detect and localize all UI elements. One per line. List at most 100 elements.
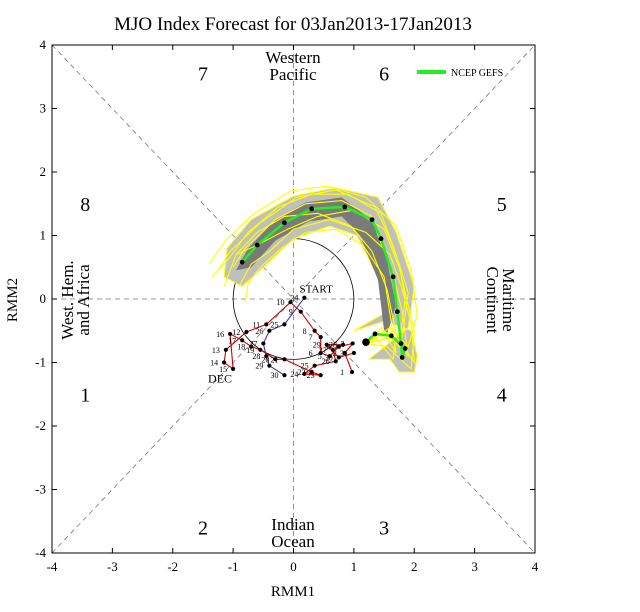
y-axis-label: RMM2 (5, 278, 21, 322)
phase-number: 1 (80, 384, 90, 406)
december-day-label: 20 (261, 355, 269, 364)
region-right-line-2: Continent (483, 266, 502, 333)
december-day-label: 6 (309, 349, 313, 358)
x-tick-label: 2 (411, 559, 418, 574)
region-left: West. Hem. and Africa (58, 260, 93, 339)
december-point (221, 360, 227, 365)
x-tick-label: -1 (228, 559, 239, 574)
november-point (302, 295, 307, 300)
december-day-label: 26 (322, 357, 330, 366)
december-day-label: 19 (246, 346, 254, 355)
december-day-label: 25 (301, 362, 309, 371)
december-point (342, 350, 347, 356)
november-point (282, 322, 287, 327)
december-point (336, 344, 341, 349)
legend-label: NCEP GEFS (451, 68, 503, 79)
december-point (244, 329, 249, 335)
region-top-line-2: Pacific (269, 65, 317, 84)
december-point (298, 309, 303, 314)
december-point (223, 347, 228, 352)
december-point (333, 359, 338, 364)
y-tick-label: 4 (40, 37, 47, 52)
ensemble-mean-point (282, 220, 287, 226)
december-day-label: 4 (327, 343, 331, 352)
december-day-label: 7 (309, 333, 313, 342)
x-tick-label: -4 (47, 559, 58, 574)
december-day-label: 18 (237, 343, 245, 352)
ensemble-mean-point (239, 259, 245, 265)
region-bottom: Indian Ocean (271, 515, 315, 551)
december-point (231, 366, 236, 371)
region-top: Western Pacific (265, 48, 321, 84)
phase-number: 3 (379, 518, 389, 540)
november-day-label: 29 (255, 362, 263, 371)
december-point (273, 357, 278, 362)
phase-number: 5 (497, 194, 507, 216)
ensemble-mean-point (362, 338, 370, 346)
november-point (267, 328, 272, 333)
december-point (309, 369, 314, 375)
december-point (282, 357, 287, 362)
december-day-label: 16 (216, 330, 224, 339)
november-day-label: 28 (252, 352, 260, 361)
november-point (261, 341, 266, 346)
december-day-label: 23 (307, 371, 315, 380)
ensemble-mean-point (394, 309, 400, 315)
december-point (302, 371, 307, 377)
x-axis-label: RMM1 (271, 584, 315, 600)
y-tick-label: -2 (35, 418, 46, 433)
november-day-label: 27 (249, 339, 257, 348)
region-top-line-1: Western (265, 48, 321, 67)
x-tick-label: 1 (351, 559, 358, 574)
spread-inner-band (236, 197, 397, 334)
phase-number: 2 (198, 518, 208, 540)
december-day-label: 8 (303, 327, 307, 336)
region-bottom-line-2: Ocean (271, 532, 315, 551)
december-point (336, 355, 341, 360)
y-tick-label: 3 (40, 101, 47, 116)
observed-trajectory: 2425262728293012345678910111213141516171… (210, 294, 356, 380)
december-day-label: 15 (219, 365, 227, 374)
x-tick-label: 0 (290, 559, 297, 574)
december-point (318, 373, 323, 378)
ensemble-mean-point (342, 204, 348, 210)
december-day-label: 14 (210, 359, 218, 368)
december-point (327, 354, 332, 359)
december-day-label: 11 (252, 320, 260, 329)
december-point (240, 338, 245, 343)
december-point (330, 347, 335, 352)
x-tick-label: -3 (107, 559, 118, 574)
region-right-line-1: Maritime (499, 268, 518, 331)
december-point (351, 350, 356, 356)
ensemble-mean-point (399, 355, 405, 360)
december-point (349, 369, 355, 375)
december-point (318, 350, 323, 356)
phase-number: 7 (198, 64, 208, 86)
region-left-line-2: and Africa (74, 264, 93, 336)
ensemble-mean-point (390, 274, 396, 280)
x-tick-label: 3 (471, 559, 478, 574)
ensemble-member-line (235, 209, 415, 371)
y-tick-label: -1 (35, 355, 46, 370)
ensemble-mean-point (309, 206, 315, 212)
december-day-label: 17 (228, 336, 236, 345)
legend: NCEP GEFS (417, 68, 503, 79)
november-day-label: 30 (270, 371, 278, 380)
november-point (282, 373, 287, 378)
december-point (340, 342, 346, 347)
ensemble-mean-point (369, 217, 375, 223)
y-tick-label: 0 (40, 291, 47, 306)
region-left-line-1: West. Hem. (58, 260, 77, 339)
november-point (264, 354, 269, 359)
ensemble-mean-point (398, 341, 404, 346)
x-tick-label: -2 (167, 559, 178, 574)
december-point (258, 347, 263, 352)
december-point (324, 342, 329, 347)
region-bottom-line-1: Indian (271, 515, 315, 534)
december-day-label: 22 (298, 368, 306, 377)
december-point (228, 331, 233, 337)
december-day-label: 28 (329, 341, 337, 350)
